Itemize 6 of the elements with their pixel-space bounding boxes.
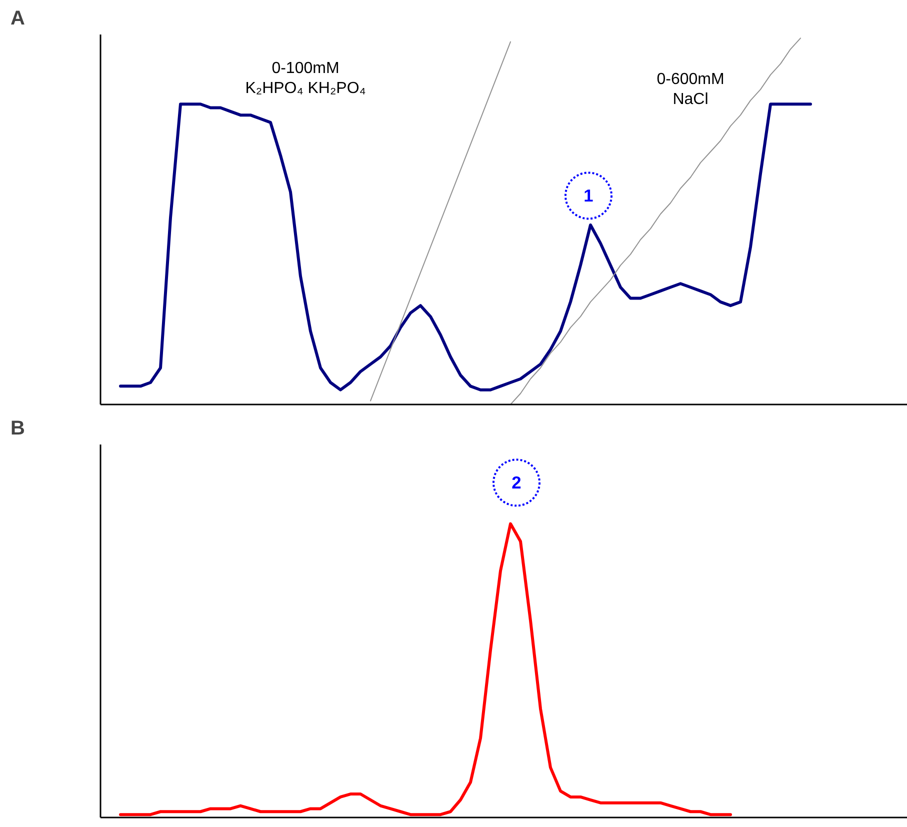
chart-title: B — [10, 418, 25, 440]
chart-title: A — [10, 8, 25, 30]
text: 2 — [512, 472, 522, 493]
annotation: 0-100mM K₂HPO₄ KH₂PO₄ — [245, 60, 366, 98]
annotation: 0-600mM NaCl — [656, 70, 724, 108]
annotation: 1 — [584, 186, 594, 206]
